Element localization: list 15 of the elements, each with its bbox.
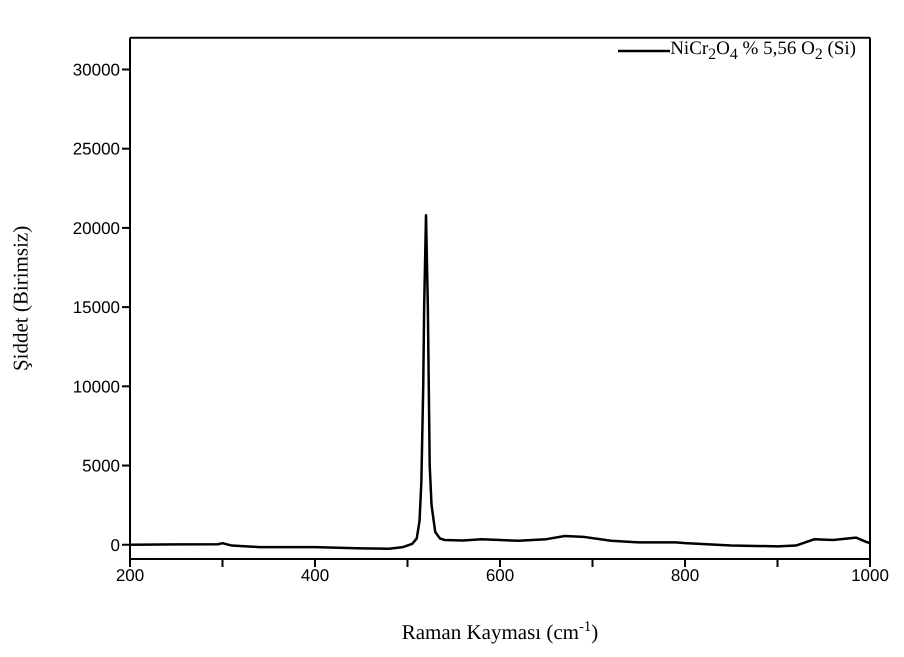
y-tick-label: 20000 <box>72 218 120 238</box>
y-tick-label: 25000 <box>72 140 120 159</box>
x-tick-label: 200 <box>116 566 144 586</box>
y-tick-label: 5000 <box>82 456 120 476</box>
y-tick-label: 30000 <box>72 60 120 80</box>
legend-label: NiCr$_{2}$O$_{4}$ % 5,56 O$_{2}$ (Si) <box>670 38 856 64</box>
x-axis-title: Raman Kayması (cm$^{-1}$) <box>402 619 598 644</box>
x-tick-label: 400 <box>300 566 330 586</box>
y-tick-label: 0 <box>110 536 120 555</box>
y-axis-title: Şiddet (Birimsiz) <box>8 226 32 372</box>
y-tick-label: 15000 <box>72 298 120 318</box>
x-tick-label: 600 <box>486 566 514 586</box>
y-tick-label: 10000 <box>72 377 120 396</box>
x-tick-label: 800 <box>670 566 700 586</box>
x-tick-label: 1000 <box>851 566 889 586</box>
